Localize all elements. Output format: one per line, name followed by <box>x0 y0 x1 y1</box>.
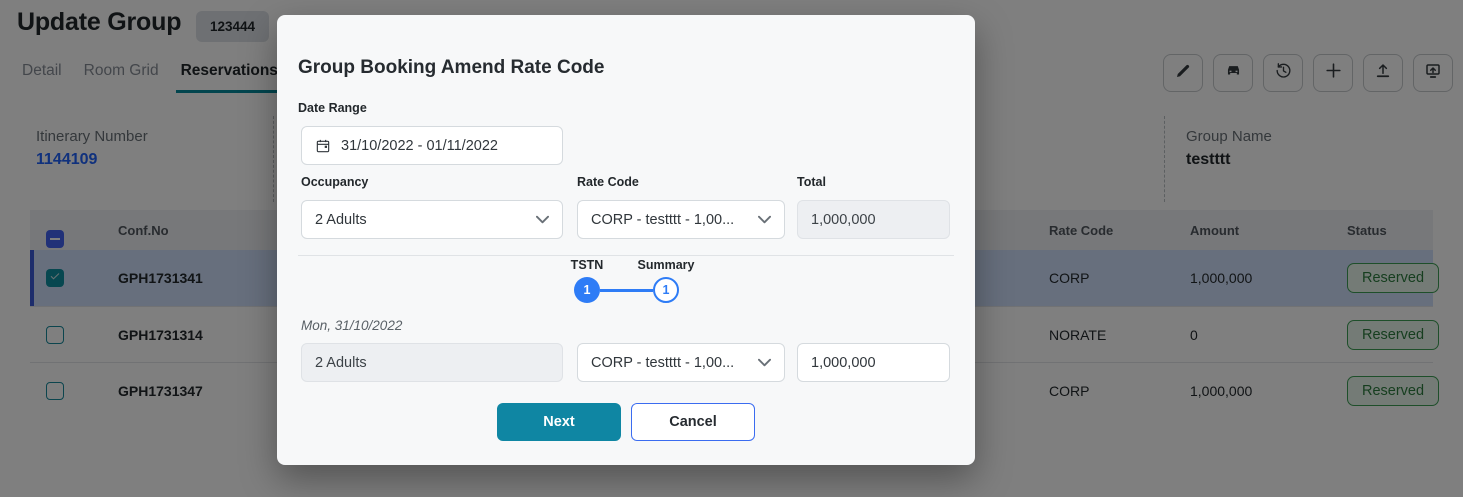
section-divider <box>298 255 954 256</box>
next-button[interactable]: Next <box>497 403 621 441</box>
date-range-value: 31/10/2022 - 01/11/2022 <box>341 137 498 154</box>
day-occupancy-value: 2 Adults <box>315 354 367 371</box>
occupancy-select[interactable]: 2 Adults <box>301 200 563 239</box>
step-label-summary: Summary <box>637 258 695 272</box>
total-label: Total <box>797 175 826 189</box>
day-date-text: Mon, 31/10/2022 <box>301 318 403 333</box>
rate-code-select[interactable]: CORP - testttt - 1,00... <box>577 200 785 239</box>
modal-title: Group Booking Amend Rate Code <box>298 57 605 78</box>
amend-rate-code-modal: Group Booking Amend Rate Code Date Range… <box>277 15 975 465</box>
date-range-label: Date Range <box>298 101 367 115</box>
day-rate-code-value: CORP - testttt - 1,00... <box>591 354 735 371</box>
rate-code-label: Rate Code <box>577 175 639 189</box>
day-amount-input[interactable]: 1,000,000 <box>797 343 950 382</box>
date-range-input[interactable]: 31/10/2022 - 01/11/2022 <box>301 126 563 165</box>
occupancy-value: 2 Adults <box>315 211 367 228</box>
step-circle-active[interactable]: 1 <box>574 277 600 303</box>
step-label-tstn: TSTN <box>570 258 604 272</box>
day-rate-code-select[interactable]: CORP - testttt - 1,00... <box>577 343 785 382</box>
rate-code-value: CORP - testttt - 1,00... <box>591 211 735 228</box>
stepper-connector <box>600 289 653 292</box>
chevron-down-icon <box>758 212 771 228</box>
total-value: 1,000,000 <box>811 211 876 228</box>
chevron-down-icon <box>758 355 771 371</box>
day-amount-value: 1,000,000 <box>811 354 876 371</box>
cancel-button[interactable]: Cancel <box>631 403 755 441</box>
calendar-icon <box>315 138 331 154</box>
total-input: 1,000,000 <box>797 200 950 239</box>
step-circle-upcoming[interactable]: 1 <box>653 277 679 303</box>
day-occupancy-input: 2 Adults <box>301 343 563 382</box>
occupancy-label: Occupancy <box>301 175 369 189</box>
chevron-down-icon <box>536 212 549 228</box>
